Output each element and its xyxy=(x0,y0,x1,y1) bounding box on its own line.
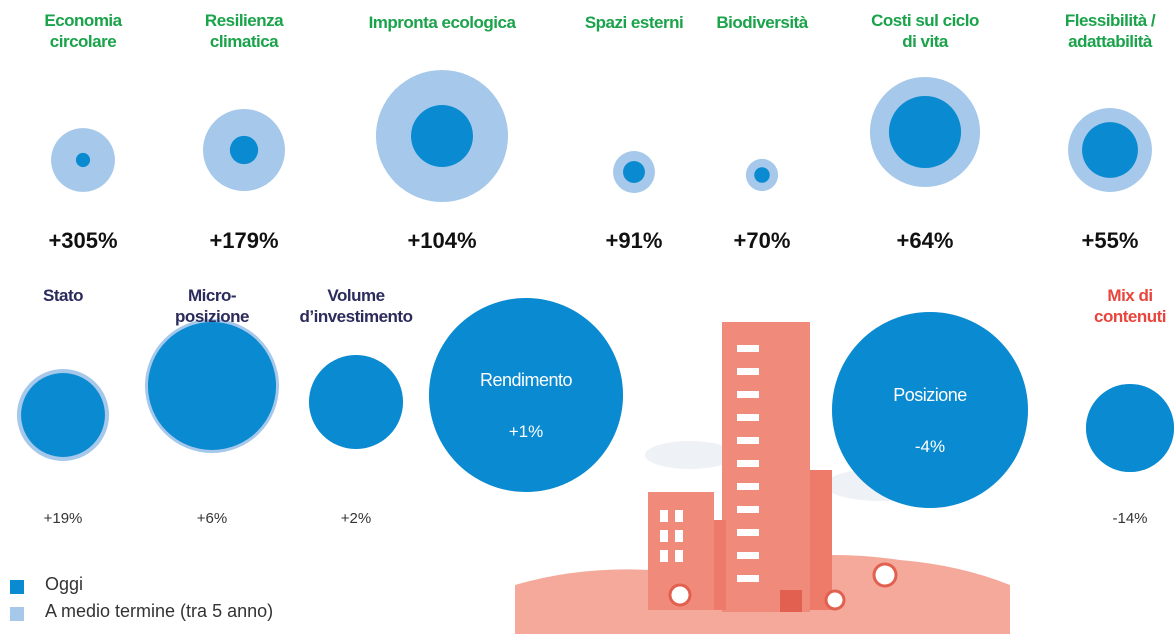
legend-label: A medio termine (tra 5 anno) xyxy=(45,601,273,622)
category-label: Stato xyxy=(23,285,103,306)
change-label: -4% xyxy=(915,437,945,457)
category-label: Spazi esterni xyxy=(564,12,704,33)
change-label: +179% xyxy=(209,228,278,254)
category-label: Rendimento xyxy=(451,370,601,391)
category-label: Volume d’investimento xyxy=(281,285,431,327)
change-label: +6% xyxy=(197,510,227,527)
change-label: +64% xyxy=(897,228,954,254)
legend-swatch xyxy=(10,580,24,594)
category-label: Posizione xyxy=(855,385,1005,406)
change-label: +91% xyxy=(606,228,663,254)
bubble-today xyxy=(832,312,1028,508)
change-label: -14% xyxy=(1112,510,1147,527)
change-label: +19% xyxy=(44,510,83,527)
bubble-today xyxy=(429,298,623,492)
infographic: Oggi A medio termine (tra 5 anno) Econom… xyxy=(0,0,1176,634)
legend-swatch xyxy=(10,607,24,621)
category-label: Economia circolare xyxy=(28,10,138,52)
bubble-today xyxy=(148,322,276,450)
category-label: Micro-posizione xyxy=(167,285,257,327)
bubble-today xyxy=(76,153,90,167)
change-label: +1% xyxy=(509,422,544,442)
bubble-today xyxy=(889,96,961,168)
change-label: +104% xyxy=(407,228,476,254)
bubble-today xyxy=(1086,384,1174,472)
bubble-today xyxy=(411,105,473,167)
legend-label: Oggi xyxy=(45,574,83,595)
bubble-today xyxy=(230,136,258,164)
bubble-today xyxy=(21,373,105,457)
bubble-today xyxy=(1082,122,1138,178)
change-label: +70% xyxy=(734,228,791,254)
bubble-today xyxy=(754,167,769,182)
category-label: Resilienza climatica xyxy=(189,10,299,52)
category-label: Flessibilità / adattabilità xyxy=(1055,10,1165,52)
category-label: Costi sul ciclo di vita xyxy=(870,10,980,52)
change-label: +2% xyxy=(341,510,371,527)
category-label: Mix di contenuti xyxy=(1080,285,1176,327)
change-label: +55% xyxy=(1082,228,1139,254)
category-label: Impronta ecologica xyxy=(342,12,542,33)
bubble-today xyxy=(623,161,645,183)
change-label: +305% xyxy=(48,228,117,254)
bubble-today xyxy=(309,355,403,449)
category-label: Biodiversità xyxy=(702,12,822,33)
